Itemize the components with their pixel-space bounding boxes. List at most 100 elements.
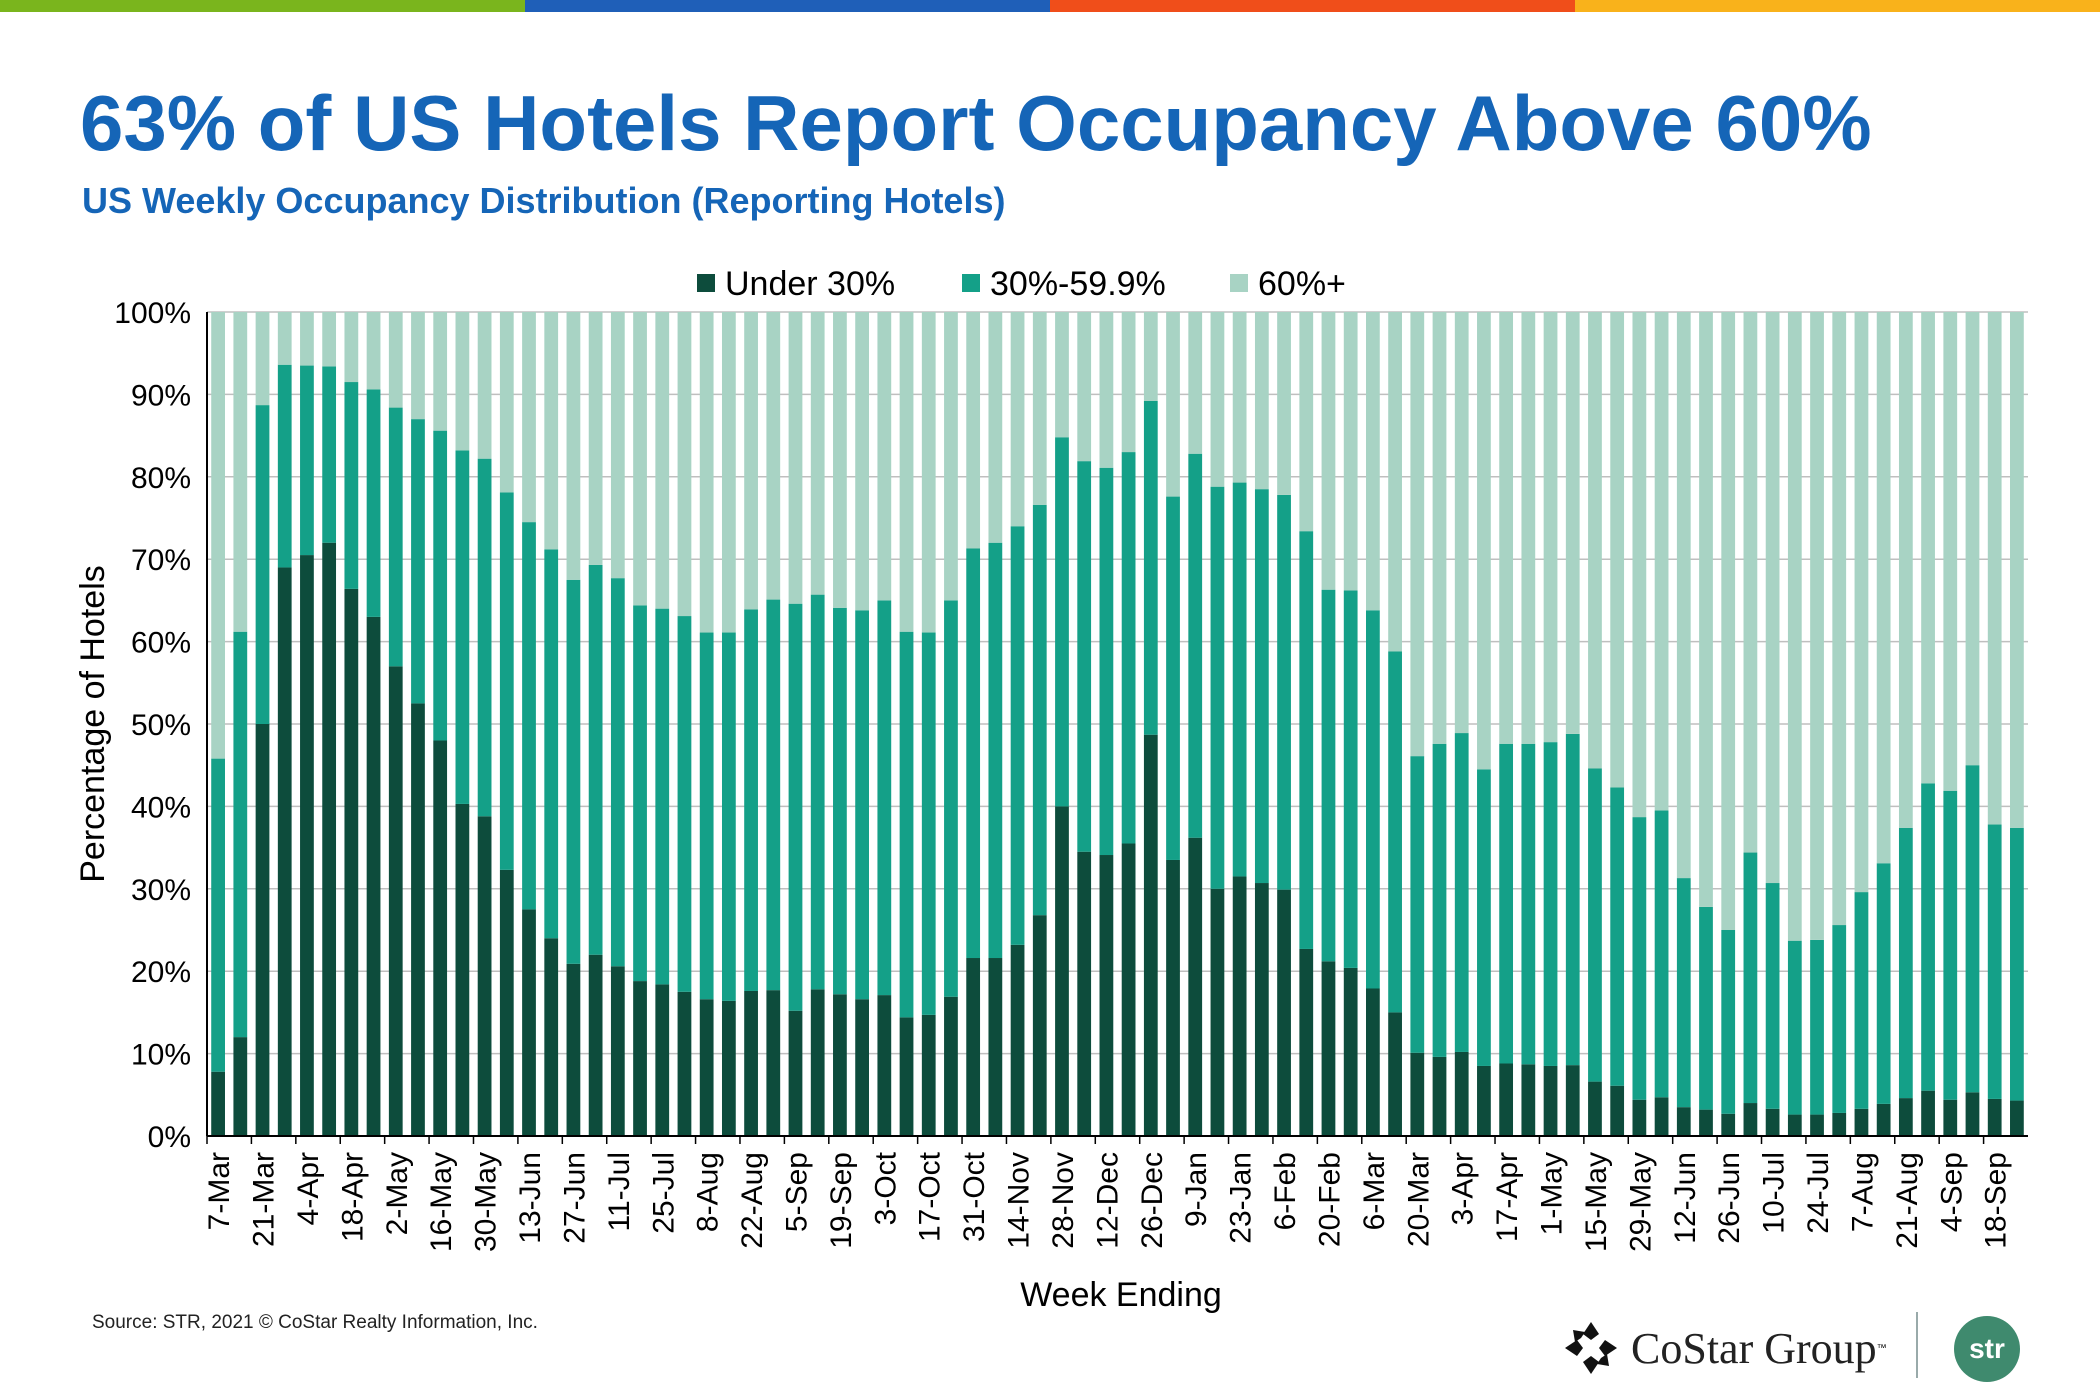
x-tick-label: 13-Jun bbox=[514, 1152, 547, 1244]
bar-segment-60-plus bbox=[1077, 312, 1092, 462]
bar-segment-30-59-9 bbox=[433, 430, 448, 741]
bar-segment-60-plus bbox=[1410, 312, 1425, 757]
x-tick-label: 21-Mar bbox=[248, 1152, 281, 1247]
bar-segment-under-30 bbox=[1543, 1065, 1558, 1136]
bar-segment-60-plus bbox=[1943, 312, 1958, 791]
x-tick-label: 9-Jan bbox=[1180, 1152, 1213, 1227]
x-tick-label: 28-Nov bbox=[1047, 1152, 1080, 1249]
y-tick-label: 30% bbox=[131, 874, 191, 907]
bar-segment-30-59-9 bbox=[366, 389, 381, 617]
x-tick-label: 30-May bbox=[470, 1152, 503, 1252]
bar-segment-60-plus bbox=[988, 312, 1003, 543]
x-tick-label: 26-Dec bbox=[1136, 1152, 1169, 1249]
bar-segment-30-59-9 bbox=[455, 450, 470, 804]
bar-segment-under-30 bbox=[1699, 1109, 1713, 1136]
bar-segment-30-59-9 bbox=[1010, 526, 1025, 945]
color-bar-green bbox=[0, 0, 525, 12]
bar-segment-under-30 bbox=[988, 958, 1003, 1136]
bar-segment-30-59-9 bbox=[833, 607, 847, 995]
bar-segment-under-30 bbox=[1832, 1112, 1847, 1136]
costar-logo: CoStar Group ™ bbox=[1563, 1318, 1887, 1378]
bar-segment-30-59-9 bbox=[855, 610, 870, 1000]
bar-segment-60-plus bbox=[610, 312, 625, 579]
bar-segment-60-plus bbox=[233, 312, 248, 632]
bar-segment-60-plus bbox=[1810, 312, 1824, 940]
bar-stacks bbox=[211, 312, 2024, 1136]
x-tick-label: 2-May bbox=[381, 1152, 414, 1235]
bar-segment-under-30 bbox=[833, 994, 847, 1136]
bar-segment-30-59-9 bbox=[1965, 765, 1980, 1093]
bar-segment-30-59-9 bbox=[1388, 651, 1402, 1013]
bar-segment-60-plus bbox=[833, 312, 847, 608]
bar-segment-60-plus bbox=[877, 312, 892, 601]
bar-segment-30-59-9 bbox=[233, 631, 248, 1038]
bar-segment-60-plus bbox=[1321, 312, 1336, 590]
y-tick-label: 90% bbox=[131, 379, 191, 412]
x-tick-label: 3-Oct bbox=[869, 1151, 902, 1225]
x-tick-label: 15-May bbox=[1580, 1152, 1613, 1252]
bar-segment-under-30 bbox=[344, 588, 359, 1136]
x-tick-label: 16-May bbox=[425, 1152, 458, 1252]
bar-segment-under-30 bbox=[610, 966, 625, 1136]
color-bar-yellow bbox=[1575, 0, 2100, 12]
x-tick-label: 22-Aug bbox=[736, 1152, 769, 1249]
x-tick-label: 1-May bbox=[1536, 1152, 1569, 1235]
bar-segment-60-plus bbox=[1699, 312, 1713, 907]
y-tick-label: 20% bbox=[131, 956, 191, 989]
x-tick-label: 7-Aug bbox=[1846, 1152, 1879, 1232]
bar-segment-30-59-9 bbox=[1121, 452, 1136, 844]
bar-segment-under-30 bbox=[1254, 883, 1269, 1136]
bar-segment-under-30 bbox=[944, 996, 958, 1136]
bar-segment-30-59-9 bbox=[1943, 790, 1958, 1100]
bar-segment-60-plus bbox=[1610, 312, 1625, 788]
bar-segment-under-30 bbox=[233, 1037, 248, 1136]
bar-segment-under-30 bbox=[1010, 944, 1025, 1136]
bar-segment-60-plus bbox=[1565, 312, 1580, 734]
bar-segment-30-59-9 bbox=[1055, 437, 1069, 807]
x-tick-label: 4-Sep bbox=[1935, 1152, 1968, 1232]
bar-segment-30-59-9 bbox=[1921, 783, 1935, 1091]
bar-segment-30-59-9 bbox=[899, 631, 914, 1018]
bar-segment-under-30 bbox=[1654, 1097, 1669, 1136]
bar-segment-30-59-9 bbox=[344, 382, 359, 589]
bar-segment-60-plus bbox=[344, 312, 359, 383]
y-axis: 0% 10% 20% 30% 40% 50% 60% 70% 80% 90% 100% bbox=[114, 297, 208, 1154]
bar-segment-under-30 bbox=[655, 984, 670, 1136]
bar-segment-30-59-9 bbox=[322, 366, 337, 543]
bar-segment-under-30 bbox=[1876, 1103, 1891, 1136]
bar-segment-under-30 bbox=[211, 1071, 225, 1136]
bar-segment-under-30 bbox=[1210, 888, 1225, 1136]
bar-segment-30-59-9 bbox=[877, 600, 892, 996]
bar-segment-60-plus bbox=[855, 312, 870, 611]
bar-segment-30-59-9 bbox=[1765, 883, 1780, 1109]
bar-segment-under-30 bbox=[1477, 1065, 1491, 1136]
x-tick-label: 23-Jan bbox=[1225, 1152, 1258, 1244]
legend-label: Under 30% bbox=[725, 265, 895, 303]
bar-segment-under-30 bbox=[1565, 1065, 1580, 1136]
bar-segment-30-59-9 bbox=[1676, 878, 1691, 1108]
bar-segment-30-59-9 bbox=[1721, 930, 1736, 1114]
bar-segment-60-plus bbox=[1432, 312, 1447, 744]
bar-segment-60-plus bbox=[944, 312, 958, 601]
stacked-bar-chart: 0% 10% 20% 30% 40% 50% 60% 70% 80% 90% 100% 7-Mar 2… bbox=[74, 265, 2028, 1314]
bar-segment-30-59-9 bbox=[1987, 824, 2002, 1099]
bar-segment-30-59-9 bbox=[744, 609, 758, 991]
x-tick-label: 12-Dec bbox=[1091, 1152, 1124, 1249]
bar-segment-under-30 bbox=[1188, 837, 1203, 1136]
bar-segment-under-30 bbox=[499, 869, 514, 1136]
bar-segment-under-30 bbox=[544, 938, 559, 1136]
bar-segment-30-59-9 bbox=[966, 548, 981, 959]
bar-segment-60-plus bbox=[1521, 312, 1536, 744]
bar-segment-30-59-9 bbox=[499, 492, 514, 870]
bar-segment-60-plus bbox=[1743, 312, 1758, 853]
bar-segment-under-30 bbox=[1787, 1114, 1802, 1136]
bar-segment-under-30 bbox=[1410, 1052, 1425, 1136]
bar-segment-under-30 bbox=[1143, 734, 1158, 1136]
bar-segment-30-59-9 bbox=[388, 407, 403, 667]
bar-segment-60-plus bbox=[1121, 312, 1136, 453]
bar-segment-30-59-9 bbox=[921, 632, 936, 1015]
bar-segment-30-59-9 bbox=[1077, 461, 1092, 852]
bar-segment-60-plus bbox=[1454, 312, 1469, 734]
bar-segment-30-59-9 bbox=[1565, 733, 1580, 1066]
bar-segment-under-30 bbox=[1676, 1107, 1691, 1136]
